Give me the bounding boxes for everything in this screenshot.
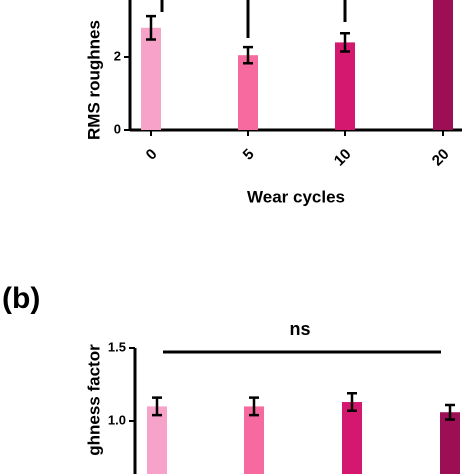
bar xyxy=(440,412,460,474)
error-bar xyxy=(146,14,156,41)
error-bar xyxy=(340,32,350,53)
y-axis-label: RMS roughnes xyxy=(84,20,103,140)
bar xyxy=(433,0,453,131)
bar xyxy=(147,406,167,474)
error-bar xyxy=(445,403,455,421)
y-tick-label: 1.5 xyxy=(108,339,126,354)
x-tick-label: 20 xyxy=(429,146,453,170)
error-bar xyxy=(243,45,253,65)
y-tick-label: 1.0 xyxy=(108,412,126,427)
y-tick-label: 2 xyxy=(114,48,121,63)
error-bar xyxy=(347,392,357,413)
x-tick-label: 5 xyxy=(240,146,258,164)
bar xyxy=(238,55,258,130)
y-axis-label: ghness factor xyxy=(84,344,103,456)
bar xyxy=(141,27,161,130)
x-axis-label: Wear cycles xyxy=(247,187,345,206)
x-tick-label: 10 xyxy=(331,146,355,170)
panel-label: (b) xyxy=(2,282,40,315)
bar xyxy=(335,42,355,130)
bar xyxy=(244,406,264,474)
error-bar xyxy=(152,396,162,417)
x-tick-label: 0 xyxy=(143,146,161,164)
annotation: ns xyxy=(289,319,310,339)
bar xyxy=(342,402,362,474)
error-bar xyxy=(249,396,259,417)
y-tick-label: 0 xyxy=(114,121,121,136)
